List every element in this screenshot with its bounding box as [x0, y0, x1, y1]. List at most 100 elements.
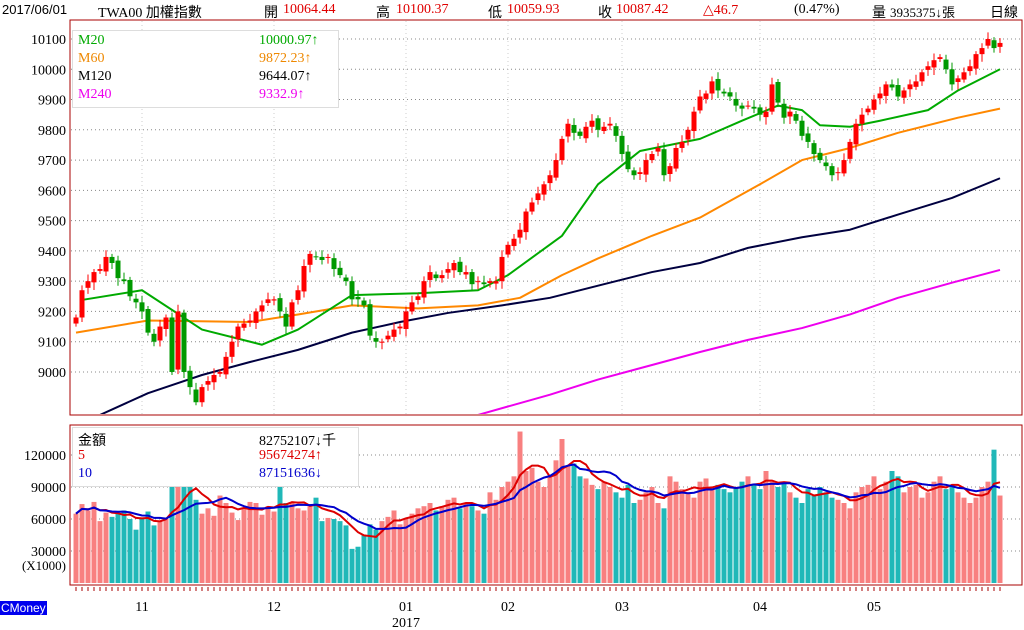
volume-bar	[709, 487, 715, 583]
candle-body	[685, 129, 691, 140]
candle-body	[427, 272, 433, 280]
candle-body	[319, 256, 325, 260]
candle	[355, 290, 361, 307]
candle-body	[907, 84, 913, 90]
close-label: 收	[598, 6, 612, 21]
candle	[745, 100, 751, 110]
volume-bar	[733, 487, 739, 583]
candle-body	[115, 260, 121, 279]
price-plot	[73, 32, 1003, 414]
volume-bar	[541, 487, 547, 583]
candle	[607, 117, 613, 131]
candle	[463, 265, 469, 280]
candle	[427, 265, 433, 288]
candle-body	[277, 298, 283, 312]
volume-value: 3935375↓張	[890, 5, 956, 20]
candle	[799, 115, 805, 141]
volume-bar	[943, 489, 949, 583]
price-tick-label: 9700	[38, 154, 66, 169]
candle	[121, 272, 127, 285]
candle-body	[85, 281, 91, 288]
volume-bar	[931, 481, 937, 583]
candle-body	[781, 103, 787, 118]
candle-body	[259, 305, 265, 312]
volume-bar	[829, 497, 835, 583]
candle	[199, 384, 205, 407]
volume-bar	[757, 489, 763, 583]
volume-bar	[463, 503, 469, 583]
candle-body	[409, 302, 415, 312]
candle-body	[823, 162, 829, 167]
candle-body	[763, 111, 769, 118]
candle	[325, 253, 331, 264]
volume-bar	[703, 478, 709, 583]
volume-bar	[313, 497, 319, 583]
period-selector[interactable]: 日線	[990, 6, 1018, 21]
legend-name: M240	[78, 87, 112, 102]
volume-bar	[583, 478, 589, 583]
candle	[289, 299, 295, 330]
volume-bar	[217, 495, 223, 583]
candle	[973, 51, 979, 75]
legend-name: M120	[78, 69, 112, 84]
volume-bar	[751, 484, 757, 583]
candle	[625, 144, 631, 173]
candle	[487, 278, 493, 288]
volume-bar	[565, 465, 571, 583]
legend-value: 9332.9↑	[259, 87, 305, 102]
candle	[283, 307, 289, 335]
candle	[253, 308, 259, 329]
candle	[595, 115, 601, 138]
candle	[817, 147, 823, 164]
candle	[349, 276, 355, 306]
candle	[169, 312, 175, 375]
volume-bar	[199, 513, 205, 583]
price-tick-label: 9900	[38, 94, 66, 109]
volume-bar	[835, 499, 841, 583]
candle-body	[811, 143, 817, 155]
candle-body	[253, 311, 259, 323]
candle-body	[607, 123, 613, 126]
candle-body	[349, 281, 355, 300]
candle-body	[355, 296, 361, 300]
volume-bar	[655, 503, 661, 583]
candle-body	[499, 256, 505, 282]
candle-body	[913, 81, 919, 87]
candle-body	[847, 141, 853, 159]
volume-bar	[295, 508, 301, 583]
month-label: 02	[501, 600, 515, 615]
candle	[127, 276, 133, 301]
candle-body	[505, 244, 511, 255]
candle	[841, 153, 847, 177]
candle	[181, 309, 187, 379]
candle	[229, 335, 235, 363]
candle-body	[799, 120, 805, 136]
volume-bar	[967, 503, 973, 583]
candle	[529, 197, 535, 215]
price-tick-label: 9600	[38, 184, 66, 199]
candle-body	[805, 133, 811, 142]
candle-body	[973, 54, 979, 69]
candle	[811, 140, 817, 162]
candle	[175, 304, 181, 375]
candle-body	[859, 114, 865, 124]
candle	[193, 382, 199, 406]
candle-body	[757, 107, 763, 115]
volume-bar	[877, 489, 883, 583]
candle	[751, 100, 757, 114]
legend-value: 82752107↓千	[259, 434, 336, 449]
candle-body	[217, 371, 223, 374]
candle	[553, 153, 559, 181]
volume-bar	[415, 508, 421, 583]
volume-bar	[361, 535, 367, 583]
volume-bar	[79, 504, 85, 583]
price-tick-label: 9100	[38, 336, 66, 351]
legend-value: 87151636↓	[259, 466, 322, 481]
candle	[739, 102, 745, 117]
candle-body	[127, 279, 133, 297]
volume-bar	[487, 492, 493, 583]
candle-body	[151, 333, 157, 342]
candle-body	[439, 275, 445, 279]
volume-bar	[607, 487, 613, 583]
